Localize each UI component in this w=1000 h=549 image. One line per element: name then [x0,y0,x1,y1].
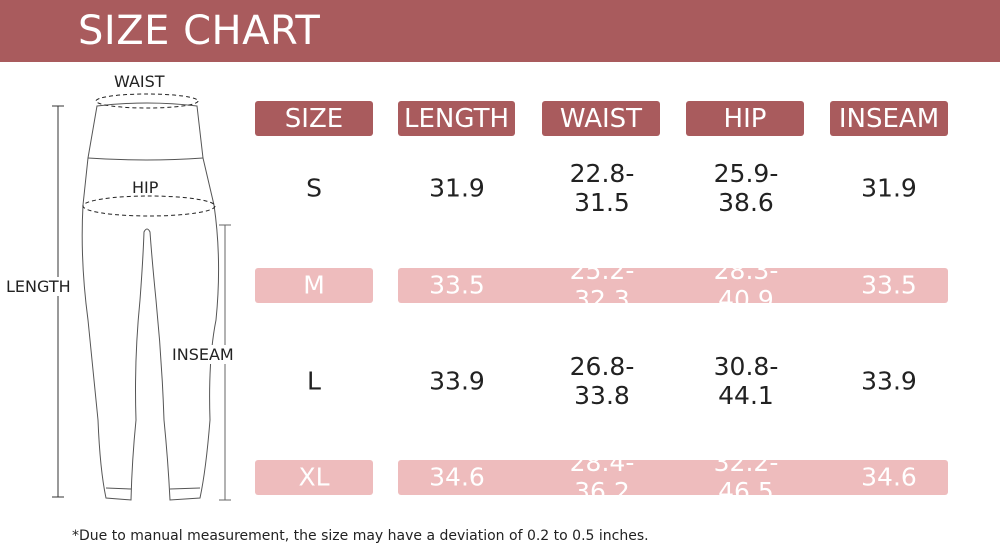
row-m-bg [398,268,948,303]
inseam-cell: 33.5 [861,270,917,300]
size-cell: M [303,270,325,300]
length-cell: 33.5 [429,270,485,300]
size-cell: S [306,173,322,203]
hip-cell: 28.3-40.9 [713,256,779,314]
header-inseam: INSEAM [830,101,948,136]
size-cell: L [307,366,321,396]
waist-cell: 25.2-32.3 [569,256,635,314]
waist-cell: 28.4-36.2 [569,448,635,506]
hip-cell: 32.2-46.5 [713,448,779,506]
title-bar: SIZE CHART [0,0,1000,62]
size-cell: XL [298,462,330,492]
waist-cell: 22.8-31.5 [569,159,635,217]
length-cell: 31.9 [429,173,485,203]
waist-cell: 26.8-33.8 [569,352,635,410]
header-waist: WAIST [542,101,660,136]
hip-label: HIP [132,178,159,197]
inseam-cell: 31.9 [861,173,917,203]
hip-cell: 25.9-38.6 [713,159,779,217]
length-label: LENGTH [6,277,71,296]
measurement-note: *Due to manual measurement, the size may… [72,528,649,544]
length-dimension-line [52,105,64,498]
inseam-cell: 34.6 [861,462,917,492]
waist-measure-ellipse [95,93,199,109]
length-cell: 34.6 [429,462,485,492]
length-cell: 33.9 [429,366,485,396]
hip-cell: 30.8-44.1 [713,352,779,410]
hip-measure-ellipse [82,195,216,217]
row-xl-bg [398,460,948,495]
page-title: SIZE CHART [78,8,321,54]
inseam-label: INSEAM [172,345,234,364]
row-xl-size-bg [255,460,373,495]
leggings-outline [81,102,220,501]
header-length: LENGTH [398,101,515,136]
inseam-cell: 33.9 [861,366,917,396]
waist-label: WAIST [114,72,165,91]
row-m-size-bg [255,268,373,303]
header-hip: HIP [686,101,804,136]
waistband-line [87,157,204,161]
header-size: SIZE [255,101,373,136]
